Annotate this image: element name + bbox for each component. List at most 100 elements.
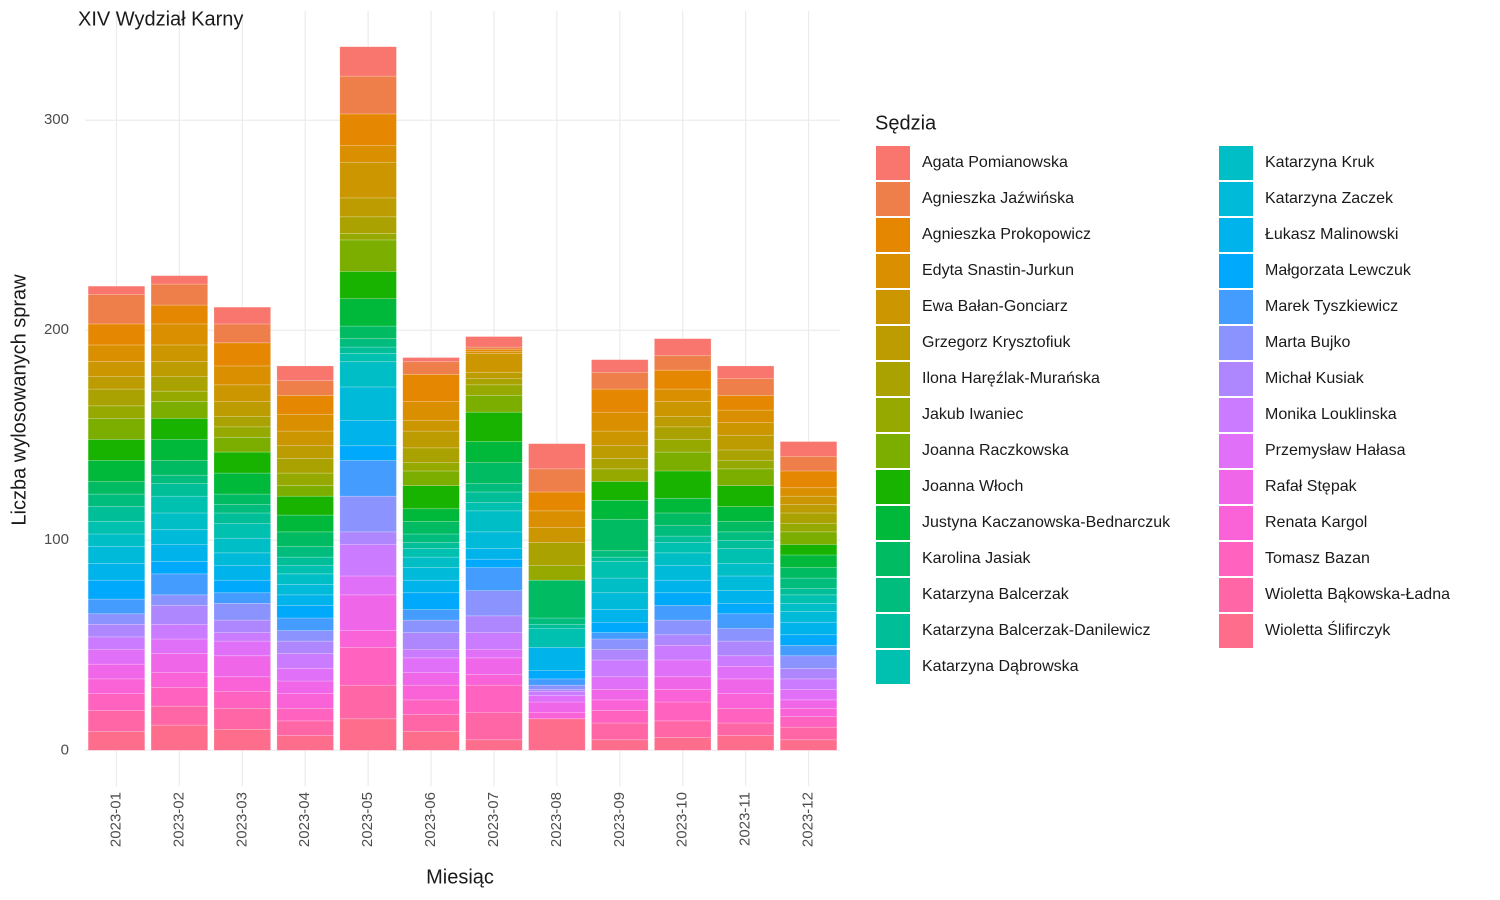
bar-segment: [654, 676, 712, 690]
bar-segment: [213, 640, 271, 657]
legend-label: Edyta Snastin-Jurkun: [922, 262, 1074, 279]
bar-segment: [779, 655, 838, 669]
legend-label: Marta Bujko: [1265, 334, 1350, 351]
legend-key: [1219, 362, 1253, 396]
bar-segment: [717, 521, 775, 533]
bar-segment: [779, 487, 838, 497]
x-tick-label: 2023-05: [359, 792, 376, 847]
bar-segment: [779, 644, 838, 657]
bar-segment: [654, 401, 712, 417]
legend-key: [876, 362, 910, 396]
legend-label: Małgorzata Lewczuk: [1265, 262, 1412, 279]
y-tick-label: 100: [44, 531, 69, 548]
bar-segment: [150, 390, 208, 402]
legend-label: Wioletta Ślifirczyk: [1265, 620, 1391, 639]
bar-segment: [87, 563, 146, 581]
bar-segment: [717, 395, 775, 411]
bar-segment: [528, 670, 586, 680]
bar-segment: [87, 663, 146, 680]
bar-segment: [402, 567, 460, 581]
bar-segment: [779, 567, 838, 579]
bar-segment: [213, 707, 271, 730]
bar-segment: [528, 527, 586, 543]
bar-segment: [528, 647, 586, 671]
bar-segment: [339, 575, 397, 596]
bar-segment: [591, 481, 649, 501]
y-axis-label: Liczba wylosowanych spraw: [8, 274, 30, 526]
bar-segment: [779, 512, 838, 524]
legend-label: Joanna Raczkowska: [922, 442, 1069, 459]
bar-segment: [213, 342, 271, 367]
bar-segment: [591, 699, 649, 711]
bar-segment: [528, 443, 586, 470]
bar-segment: [402, 714, 460, 732]
bar-segment: [213, 493, 271, 505]
bar-segment: [402, 672, 460, 686]
bar-segment: [402, 357, 460, 363]
bar-segment: [779, 611, 838, 623]
bar-segment: [654, 592, 712, 606]
bar-segment: [276, 395, 334, 415]
bar-segment: [591, 359, 649, 373]
bar-segment: [213, 426, 271, 438]
bar-segment: [654, 644, 712, 661]
bar-segment: [779, 668, 838, 680]
bar-segment: [779, 689, 838, 701]
legend-key: [876, 218, 910, 252]
bar-segment: [528, 701, 586, 713]
bar-segment: [654, 579, 712, 594]
bar-segment: [654, 416, 712, 428]
bar-segment: [402, 619, 460, 633]
bar-segment: [87, 623, 146, 638]
bar-segment: [465, 353, 523, 373]
bar-segment: [465, 567, 523, 591]
bar-segment: [87, 323, 146, 346]
legend-key: [1219, 578, 1253, 612]
legend-label: Tomasz Bazan: [1265, 550, 1370, 567]
chart-title: XIV Wydział Karny: [78, 8, 243, 30]
bar-segment: [654, 338, 712, 356]
bar-segment: [591, 739, 649, 751]
bar-segment: [276, 693, 334, 709]
bar-segment: [465, 395, 523, 413]
bar-segment: [717, 628, 775, 642]
bar-segment: [654, 720, 712, 738]
bar-segment: [779, 739, 838, 751]
bar-segment: [528, 565, 586, 581]
bar-segment: [654, 369, 712, 390]
legend-label: Jakub Iwaniec: [922, 406, 1023, 423]
legend-key: [876, 326, 910, 360]
bar-segment: [654, 619, 712, 636]
bar-segment: [402, 508, 460, 522]
bar-segment: [528, 623, 586, 629]
legend-label: Agnieszka Jaźwińska: [922, 190, 1074, 207]
bar-segment: [339, 361, 397, 388]
x-tick-label: 2023-04: [296, 792, 313, 847]
bar-segment: [150, 623, 208, 640]
bar-segment: [591, 632, 649, 640]
bar-segment: [465, 531, 523, 549]
bar-segment: [717, 365, 775, 379]
bar-segment: [591, 411, 649, 432]
bar-segment: [528, 691, 586, 696]
bar-segment: [654, 542, 712, 554]
y-tick-label: 200: [44, 321, 69, 338]
bar-segment: [779, 441, 838, 457]
bar-segment: [465, 441, 523, 463]
bar-segment: [528, 684, 586, 690]
bar-segment: [339, 46, 397, 77]
bar-segment: [591, 430, 649, 447]
legend-key: [1219, 146, 1253, 180]
legend-label: Katarzyna Balcerzak-Danilewicz: [922, 622, 1151, 639]
bar-segment: [213, 691, 271, 709]
legend-key: [1219, 470, 1253, 504]
bar-segment: [779, 602, 838, 612]
bar-segment: [402, 374, 460, 402]
bar-segment: [717, 613, 775, 629]
legend-key: [876, 650, 910, 684]
x-tick-label: 2023-03: [233, 792, 250, 847]
bar-segment: [654, 512, 712, 526]
bar-segment: [717, 531, 775, 541]
bar-segment: [779, 544, 838, 556]
